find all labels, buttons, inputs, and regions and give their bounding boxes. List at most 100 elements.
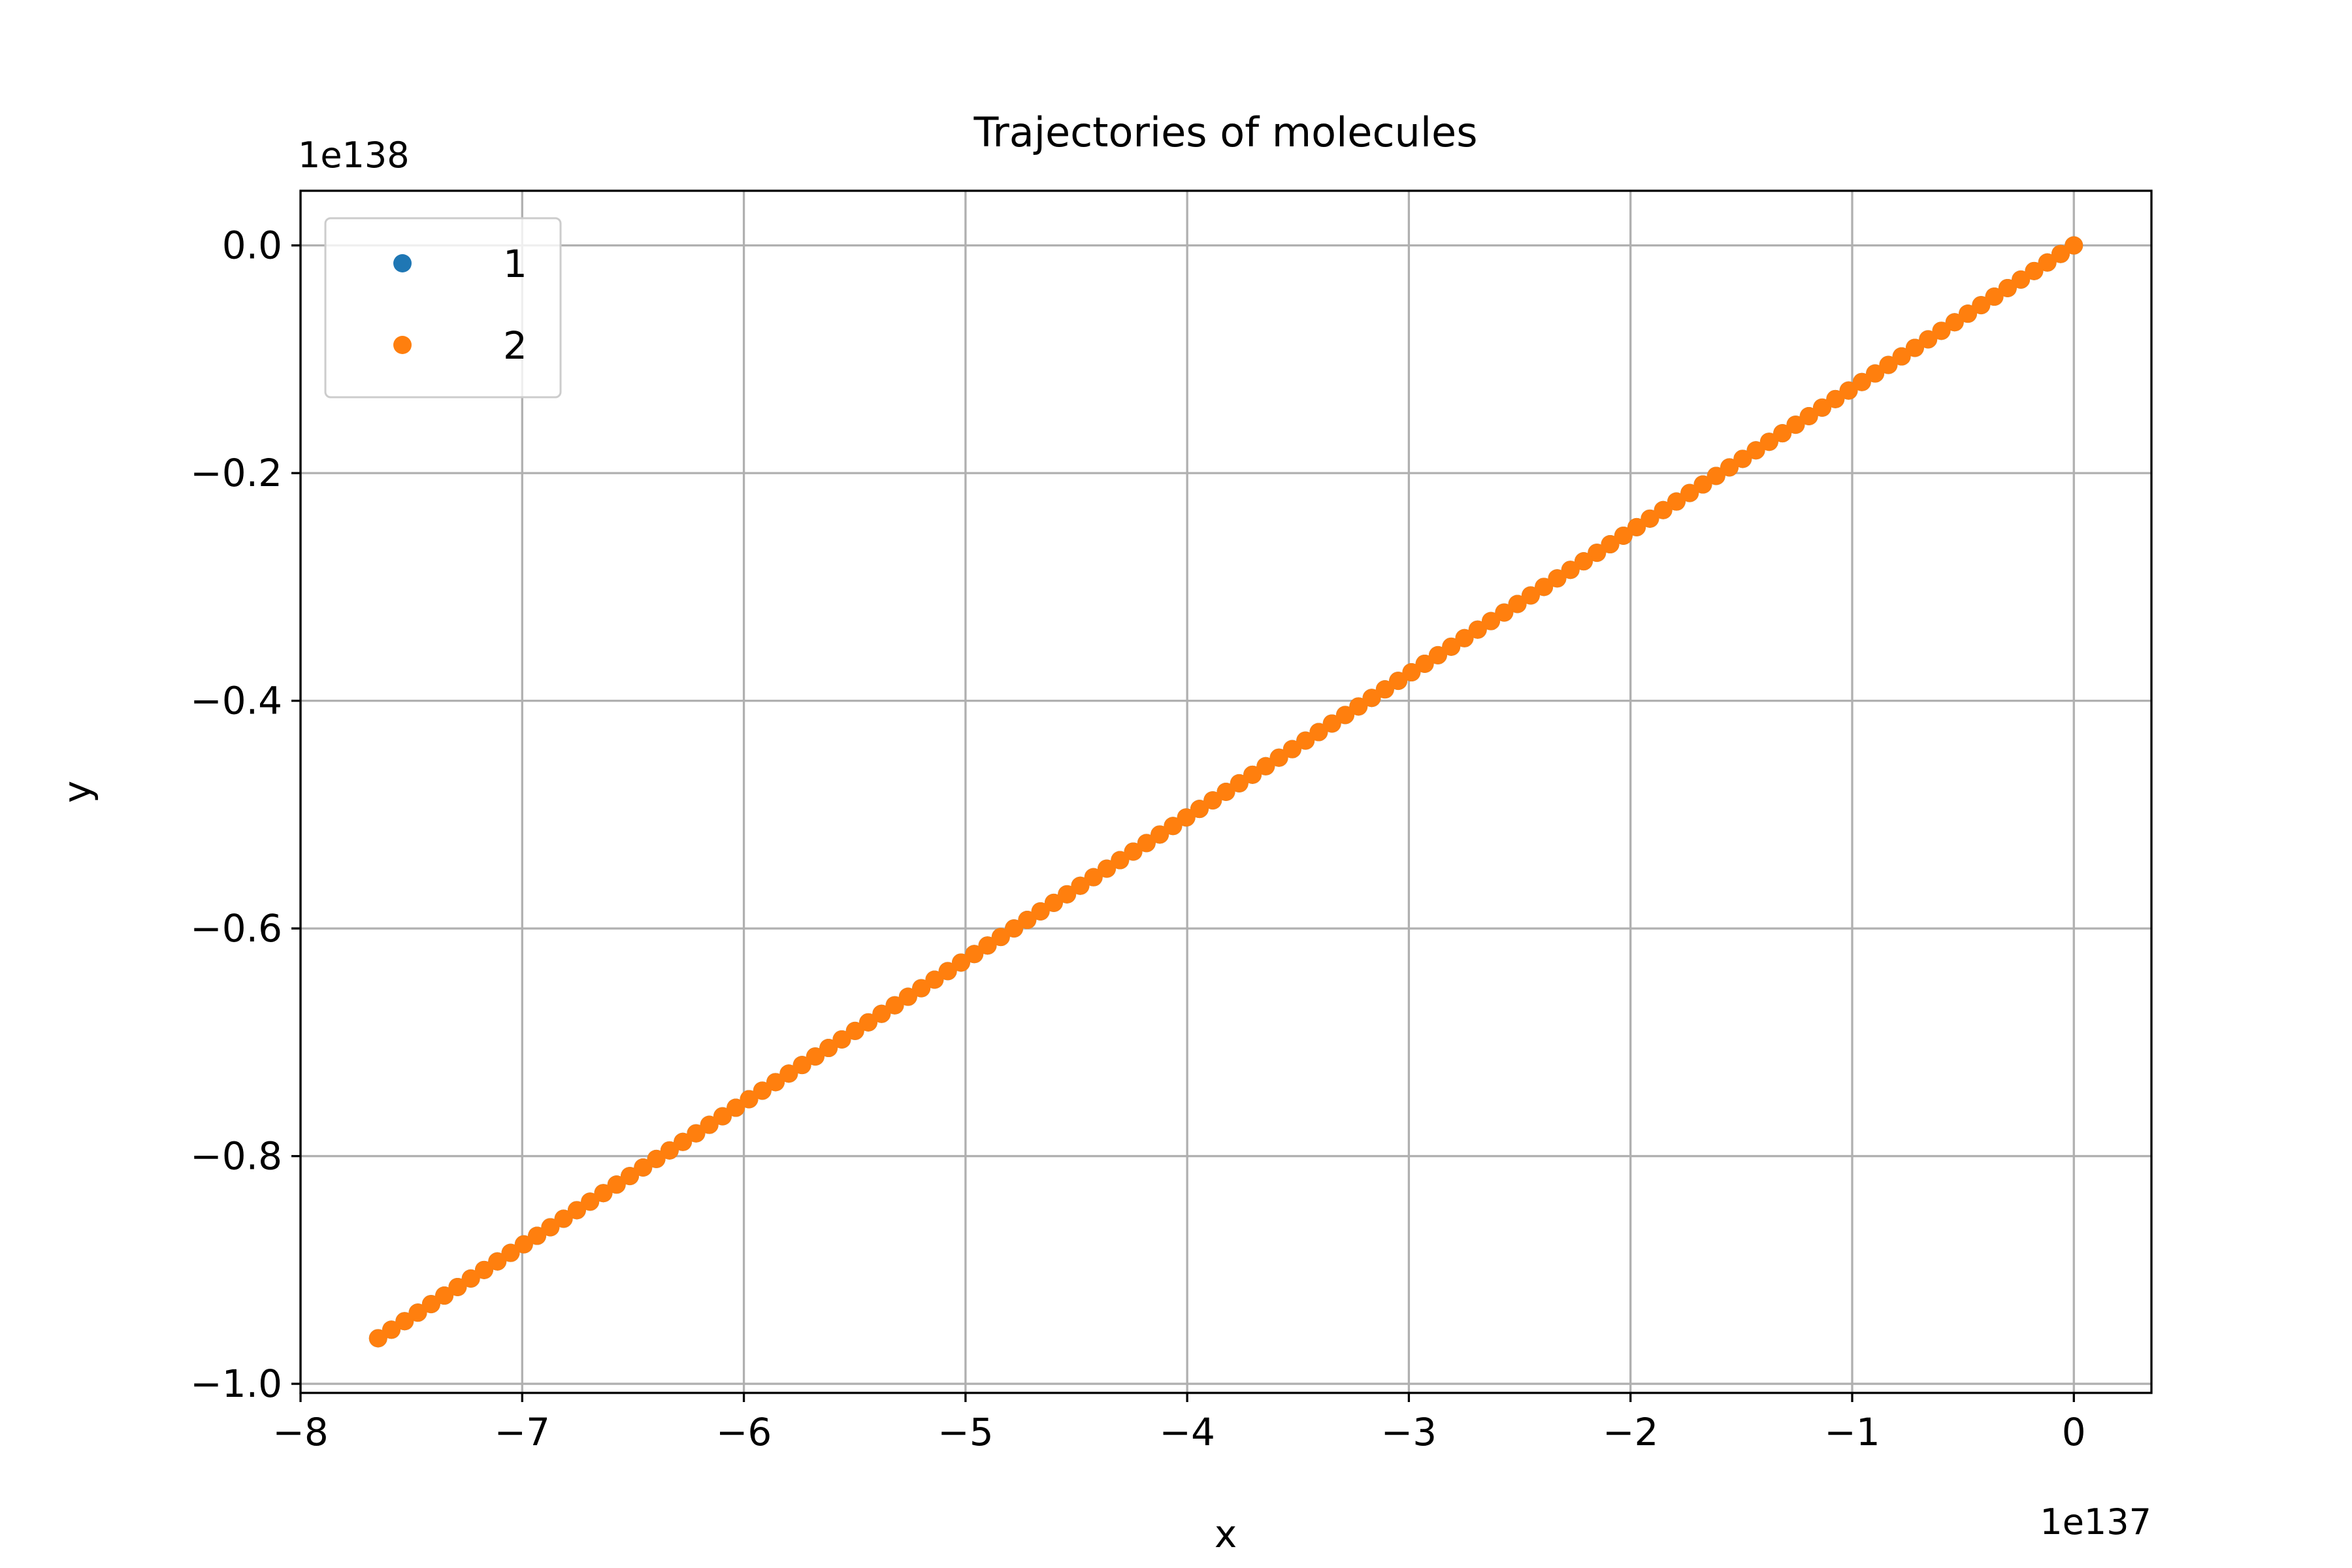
series-2-point	[1282, 740, 1301, 759]
series-2-point	[674, 1132, 693, 1151]
series-2-point	[1998, 278, 2017, 297]
series-2-point	[1151, 825, 1169, 844]
series-2-point	[1256, 757, 1275, 776]
series-2-point	[740, 1090, 759, 1109]
series-2-point	[634, 1158, 653, 1177]
series-2-point	[461, 1269, 480, 1288]
series-2-point	[1667, 492, 1686, 511]
series-2-point	[1535, 578, 1554, 596]
series-2-point	[1243, 765, 1262, 784]
series-2-point	[1945, 313, 1964, 332]
series-2-point	[1084, 868, 1103, 887]
series-2-point	[1111, 851, 1130, 870]
series-2-point	[501, 1243, 520, 1262]
series-2-point	[2012, 270, 2031, 289]
series-2-point	[382, 1320, 401, 1339]
series-2-point	[1892, 347, 1911, 366]
series-2-point	[1164, 817, 1183, 836]
series-2-point	[1985, 287, 2004, 306]
series-2-point	[1680, 483, 1699, 502]
series-2-point	[792, 1056, 811, 1075]
y-axis-label: y	[55, 781, 99, 803]
series-2-point	[421, 1295, 440, 1314]
series-2-point	[1442, 637, 1461, 656]
series-2-point	[925, 970, 944, 989]
series-2-point	[2025, 261, 2044, 280]
series-2-point	[898, 987, 917, 1006]
series-2-point	[978, 936, 997, 955]
series-2-point	[1826, 389, 1845, 408]
series-2-point	[1693, 475, 1712, 494]
y-tick-label: −0.8	[190, 1134, 282, 1179]
series-2-point	[1641, 509, 1659, 528]
series-2-point	[1799, 407, 1818, 425]
series-2-point	[2038, 253, 2057, 272]
series-2-point	[2051, 244, 2070, 263]
x-tick-label: −8	[272, 1410, 329, 1454]
series-2-point	[1124, 842, 1143, 861]
series-2-point	[1812, 398, 1831, 417]
series-2-point	[528, 1226, 547, 1245]
series-2-point	[514, 1235, 533, 1254]
series-2-point	[1508, 595, 1527, 613]
series-2-point	[1402, 663, 1421, 682]
series-2-point	[395, 1312, 414, 1331]
series-2-point	[2065, 236, 2083, 255]
series-2-point	[753, 1081, 772, 1100]
series-2-point	[1627, 517, 1646, 536]
series-2-point	[594, 1184, 613, 1203]
series-2-point	[1428, 645, 1447, 664]
legend-label-2: 2	[503, 323, 527, 368]
series-2-point	[1137, 834, 1156, 853]
legend: 1 2	[324, 217, 562, 399]
series-2-point	[951, 953, 970, 972]
series-2-point	[1362, 689, 1381, 708]
series-2-point	[885, 996, 904, 1015]
series-2-point	[1561, 561, 1580, 580]
legend-box	[324, 217, 562, 399]
series-2-point	[1177, 808, 1196, 827]
series-2-point	[621, 1167, 640, 1186]
y-offset-label: 1e138	[298, 135, 410, 176]
series-2-point	[1932, 321, 1951, 340]
series-2-point	[700, 1115, 719, 1134]
x-tick-label: −7	[495, 1410, 551, 1454]
series-2-point	[991, 928, 1010, 947]
series-2-point	[660, 1141, 679, 1160]
series-2-point	[1071, 876, 1090, 895]
series-2-point	[1058, 885, 1077, 904]
series-2-point	[581, 1192, 600, 1211]
series-2-point	[1190, 800, 1209, 819]
series-2-point	[1482, 612, 1501, 630]
axes-frame	[299, 189, 2153, 1394]
y-tick-label: 0.0	[222, 223, 282, 268]
series-2-point	[541, 1218, 560, 1237]
series-2-point	[1455, 629, 1474, 647]
series-2-point	[1759, 433, 1778, 451]
series-2-point	[845, 1021, 864, 1040]
series-2-point	[1296, 731, 1315, 750]
series-2-point	[368, 1329, 387, 1348]
series-2-point	[1707, 466, 1725, 485]
series-2-point	[647, 1149, 666, 1168]
series-2-point	[1574, 552, 1593, 571]
series-2-point	[1468, 620, 1487, 639]
series-2-point	[1018, 911, 1037, 930]
y-tick-label: −1.0	[190, 1362, 282, 1406]
series-2-point	[819, 1039, 838, 1058]
series-2-point	[1269, 748, 1288, 767]
series-2-point	[1919, 330, 1938, 349]
series-2-point	[1495, 603, 1514, 622]
series-2-point	[448, 1277, 467, 1296]
y-tick-label: −0.6	[190, 906, 282, 951]
series-2-point	[1098, 859, 1117, 878]
series-2-point	[832, 1030, 851, 1049]
legend-marker-2	[393, 336, 412, 354]
series-2-point	[474, 1260, 493, 1279]
series-2-point	[1322, 714, 1341, 733]
x-axis-ticks: −8 −7 −6 −5 −4 −3 −2 −1 0	[272, 1393, 2086, 1454]
x-tick-label: −6	[716, 1410, 772, 1454]
series-2-point	[408, 1303, 427, 1322]
legend-marker-1	[393, 254, 412, 272]
